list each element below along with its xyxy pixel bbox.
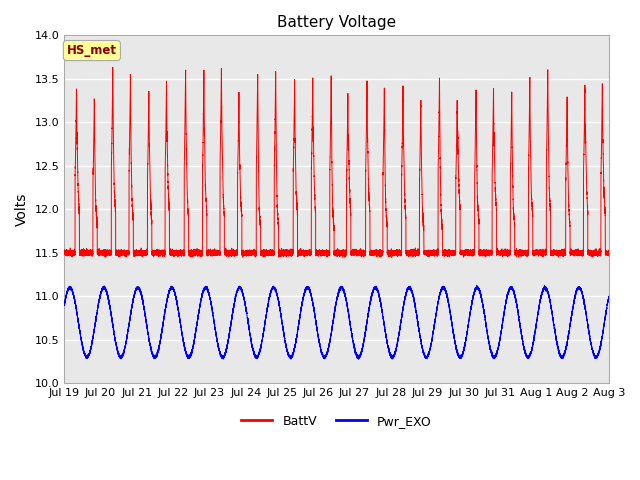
Text: HS_met: HS_met — [67, 44, 117, 57]
Title: Battery Voltage: Battery Voltage — [277, 15, 396, 30]
Y-axis label: Volts: Volts — [15, 192, 29, 226]
Legend: BattV, Pwr_EXO: BattV, Pwr_EXO — [236, 410, 437, 433]
